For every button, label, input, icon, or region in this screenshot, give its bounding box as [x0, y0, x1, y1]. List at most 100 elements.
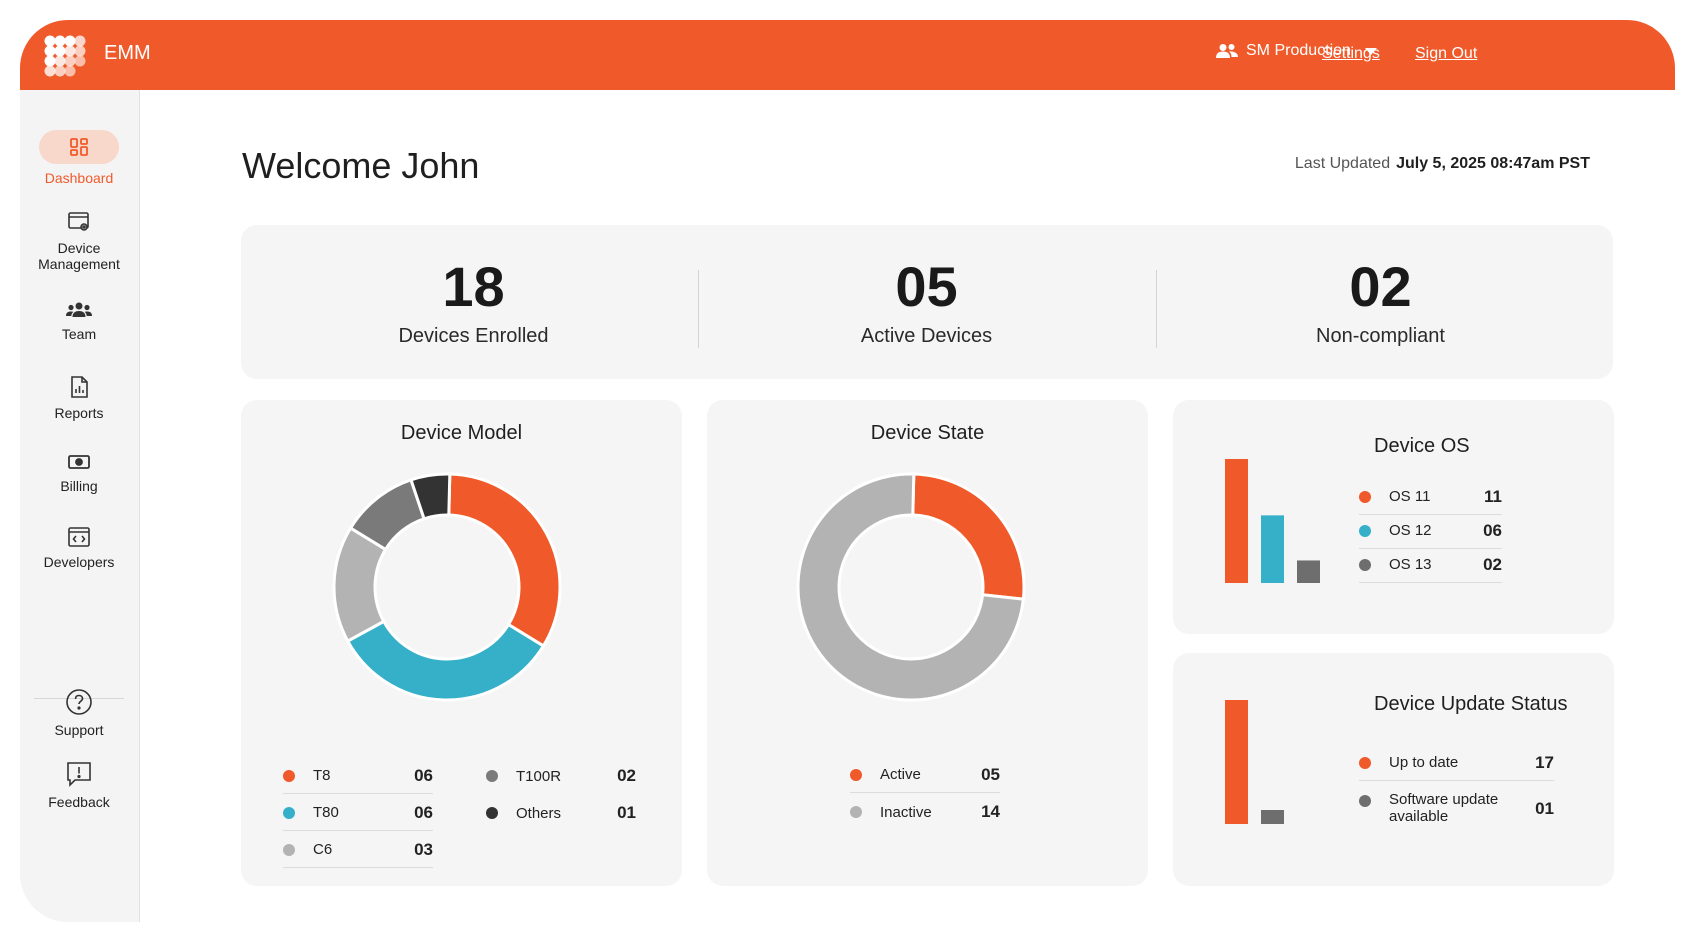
- sidebar-item-device-management[interactable]: Device Management: [20, 210, 138, 272]
- sidebar-item-support[interactable]: Support: [20, 688, 138, 738]
- page-title: Welcome John: [242, 145, 480, 186]
- bar-os-13: [1297, 560, 1320, 583]
- donut-slice-active: [911, 472, 1026, 601]
- feedback-icon: [67, 762, 91, 787]
- stat-active-devices: 05 Active Devices: [694, 255, 1159, 348]
- bar-os-11: [1225, 459, 1248, 583]
- stat-label: Active Devices: [860, 325, 993, 347]
- legend-row-t100r: T100R 02: [486, 758, 636, 794]
- sidebar-item-label: Support: [54, 722, 104, 738]
- legend-dot: [283, 843, 295, 856]
- top-bar: EMM SM Production Settings Sign Out: [20, 20, 1675, 90]
- device-update-card: Device Update Status Up to date 17 Softw…: [1173, 653, 1614, 886]
- sidebar-item-label: Billing: [60, 478, 98, 494]
- legend-value: 11: [1484, 486, 1502, 506]
- legend-name: Active: [880, 766, 921, 783]
- legend-name: OS 11: [1389, 488, 1431, 505]
- sidebar-item-label: Device Management: [38, 240, 120, 272]
- legend-row-os12: OS 12 06: [1359, 513, 1502, 549]
- legend-dot: [283, 806, 295, 819]
- legend-row-update-available: Software update available 01: [1359, 783, 1554, 833]
- legend-row-inactive: Inactive 14: [850, 794, 1000, 830]
- emm-logo-icon: [44, 35, 86, 77]
- legend-value: 01: [1535, 799, 1554, 818]
- sidebar-item-team[interactable]: Team: [20, 300, 138, 342]
- chart-title: Device OS: [1374, 435, 1470, 457]
- device-os-bars: [1225, 459, 1320, 583]
- donut-slice-inactive: [796, 472, 1026, 702]
- app-window: EMM SM Production Settings Sign Out Dash…: [20, 20, 1675, 922]
- sidebar: Dashboard Device Management Team Reports: [20, 90, 140, 922]
- legend-name: T100R: [516, 767, 562, 785]
- stat-label: Non-compliant: [1316, 325, 1445, 347]
- legend-row-up-to-date: Up to date 17: [1359, 745, 1554, 781]
- legend-value: 02: [1483, 554, 1502, 574]
- legend-dot: [486, 807, 498, 819]
- sidebar-item-dashboard[interactable]: Dashboard: [20, 130, 138, 186]
- sidebar-item-developers[interactable]: Developers: [20, 526, 138, 570]
- legend-name: Software update available: [1389, 791, 1499, 825]
- sidebar-divider: [34, 698, 124, 699]
- legend-dot: [1359, 558, 1371, 571]
- settings-link[interactable]: Settings: [1322, 45, 1380, 62]
- sidebar-item-reports[interactable]: Reports: [20, 375, 138, 421]
- legend-row-t80: T80 06: [283, 795, 433, 831]
- device-model-card: Device Model T8 06 T80 06 C6 03 T100R 02: [241, 400, 682, 886]
- dashboard-pill: [39, 130, 119, 164]
- sidebar-item-feedback[interactable]: Feedback: [20, 760, 138, 810]
- sign-out-link[interactable]: Sign Out: [1415, 45, 1478, 62]
- legend-value: 02: [617, 766, 636, 785]
- legend-dot: [1359, 795, 1371, 807]
- main-content: Welcome John Last Updated July 5, 2025 08…: [140, 90, 1675, 922]
- legend-value: 17: [1535, 752, 1554, 772]
- sidebar-item-billing[interactable]: Billing: [20, 452, 138, 494]
- legend-name: OS 13: [1389, 556, 1432, 573]
- stat-divider: [1156, 270, 1157, 348]
- stat-label: Devices Enrolled: [398, 325, 549, 347]
- help-icon: [66, 689, 92, 715]
- stat-value: 05: [895, 255, 958, 318]
- legend-dot: [486, 770, 498, 782]
- device-state-donut: [796, 472, 1026, 702]
- legend-name: Up to date: [1389, 754, 1459, 771]
- device-update-bars: [1225, 700, 1284, 824]
- donut-slice-t8: [447, 472, 562, 648]
- legend-dot: [1359, 756, 1371, 769]
- legend-name: Inactive: [880, 803, 932, 821]
- legend-value: 01: [617, 803, 636, 822]
- legend-row-os13: OS 13 02: [1359, 547, 1502, 583]
- chart-title: Device Update Status: [1374, 693, 1568, 715]
- legend-value: 06: [414, 765, 433, 785]
- chevron-down-icon: [1364, 47, 1377, 55]
- legend-name: T8: [313, 767, 331, 784]
- last-updated-label: Last Updated: [1294, 155, 1391, 172]
- chart-title: Device State: [870, 422, 985, 444]
- brand-name: EMM: [104, 42, 151, 64]
- org-name: SM Production: [1246, 42, 1351, 59]
- donut-slice-others: [409, 472, 452, 521]
- legend-dot: [1359, 490, 1371, 503]
- legend-dot: [850, 768, 862, 781]
- dashboard-icon: [70, 138, 88, 156]
- sidebar-item-label: Reports: [54, 405, 104, 421]
- billing-icon: [68, 455, 90, 469]
- org-selector[interactable]: SM Production: [1216, 42, 1377, 60]
- legend-name: OS 12: [1389, 522, 1432, 539]
- stat-divider: [698, 270, 699, 348]
- stat-value: 02: [1349, 255, 1412, 318]
- legend-name: Others: [516, 804, 562, 822]
- sidebar-item-label: Feedback: [48, 794, 110, 810]
- legend-value: 06: [1483, 520, 1502, 540]
- report-icon: [71, 376, 88, 398]
- legend-row-c6: C6 03: [283, 832, 433, 868]
- stat-devices-enrolled: 18 Devices Enrolled: [241, 255, 706, 348]
- legend-dot: [1359, 524, 1371, 537]
- code-icon: [68, 527, 90, 547]
- bar-os-12: [1261, 515, 1284, 583]
- legend-row-others: Others 01: [486, 795, 636, 831]
- device-settings-icon: [68, 212, 89, 231]
- legend-value: 03: [414, 839, 433, 859]
- last-updated: Last Updated July 5, 2025 08:47am PST: [1295, 155, 1590, 173]
- legend-value: 06: [414, 802, 433, 822]
- sidebar-item-label: Developers: [43, 554, 115, 570]
